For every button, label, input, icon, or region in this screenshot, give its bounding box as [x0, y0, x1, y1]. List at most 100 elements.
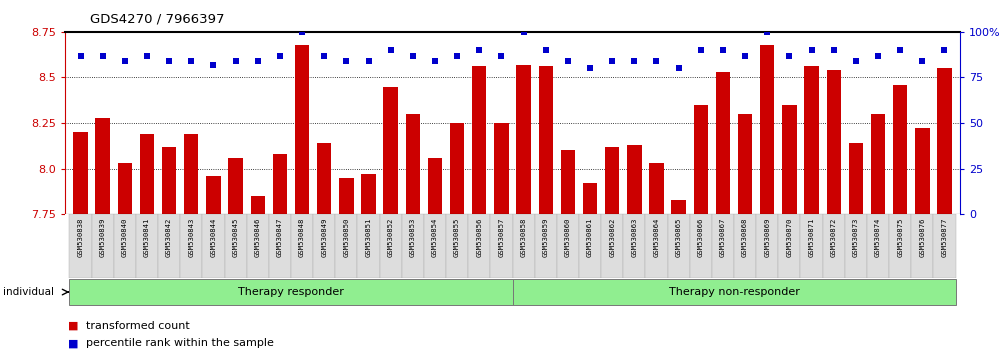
Text: GSM530852: GSM530852: [388, 217, 394, 257]
FancyBboxPatch shape: [535, 214, 557, 278]
Bar: [738, 114, 752, 214]
Bar: [694, 105, 708, 214]
Text: percentile rank within the sample: percentile rank within the sample: [86, 338, 274, 348]
Text: GSM530857: GSM530857: [498, 217, 504, 257]
Text: GSM530846: GSM530846: [255, 217, 261, 257]
FancyBboxPatch shape: [357, 214, 380, 278]
Bar: [871, 114, 885, 214]
Bar: [494, 123, 509, 214]
Point: [914, 58, 930, 64]
Point: [582, 65, 598, 71]
FancyBboxPatch shape: [778, 214, 800, 278]
FancyBboxPatch shape: [202, 214, 225, 278]
FancyBboxPatch shape: [247, 214, 269, 278]
FancyBboxPatch shape: [756, 214, 778, 278]
Text: GSM530840: GSM530840: [122, 217, 128, 257]
Text: GSM530866: GSM530866: [698, 217, 704, 257]
Point: [250, 58, 266, 64]
Bar: [206, 176, 221, 214]
Point: [361, 58, 377, 64]
FancyBboxPatch shape: [845, 214, 867, 278]
Text: GSM530877: GSM530877: [941, 217, 947, 257]
FancyBboxPatch shape: [69, 214, 92, 278]
Bar: [893, 85, 907, 214]
Bar: [561, 150, 575, 214]
Bar: [361, 174, 376, 214]
Bar: [428, 158, 442, 214]
Bar: [118, 163, 132, 214]
Point: [294, 29, 310, 35]
Text: GSM530862: GSM530862: [609, 217, 615, 257]
Bar: [295, 45, 309, 214]
Text: ■: ■: [68, 338, 78, 348]
Point: [870, 53, 886, 58]
Text: GDS4270 / 7966397: GDS4270 / 7966397: [90, 12, 224, 25]
FancyBboxPatch shape: [512, 214, 535, 278]
Bar: [782, 105, 797, 214]
Text: GSM530853: GSM530853: [410, 217, 416, 257]
FancyBboxPatch shape: [601, 214, 623, 278]
FancyBboxPatch shape: [645, 214, 668, 278]
Text: GSM530847: GSM530847: [277, 217, 283, 257]
Text: GSM530861: GSM530861: [587, 217, 593, 257]
Text: GSM530865: GSM530865: [676, 217, 682, 257]
Text: GSM530854: GSM530854: [432, 217, 438, 257]
Text: GSM530859: GSM530859: [543, 217, 549, 257]
Bar: [450, 123, 464, 214]
Bar: [162, 147, 176, 214]
Bar: [317, 143, 331, 214]
Bar: [406, 114, 420, 214]
Bar: [539, 67, 553, 214]
Point: [538, 47, 554, 53]
Point: [737, 53, 753, 58]
Point: [272, 53, 288, 58]
Bar: [605, 147, 619, 214]
Text: GSM530848: GSM530848: [299, 217, 305, 257]
FancyBboxPatch shape: [712, 214, 734, 278]
Point: [405, 53, 421, 58]
Text: GSM530869: GSM530869: [764, 217, 770, 257]
Point: [804, 47, 820, 53]
FancyBboxPatch shape: [468, 214, 490, 278]
Bar: [73, 132, 88, 214]
FancyBboxPatch shape: [380, 214, 402, 278]
Text: GSM530864: GSM530864: [653, 217, 659, 257]
Bar: [760, 45, 774, 214]
Bar: [649, 163, 664, 214]
FancyBboxPatch shape: [313, 214, 335, 278]
Bar: [804, 67, 819, 214]
FancyBboxPatch shape: [136, 214, 158, 278]
Point: [848, 58, 864, 64]
FancyBboxPatch shape: [734, 214, 756, 278]
Bar: [251, 196, 265, 214]
Point: [781, 53, 797, 58]
Bar: [849, 143, 863, 214]
Bar: [827, 70, 841, 214]
Text: GSM530873: GSM530873: [853, 217, 859, 257]
Point: [73, 53, 89, 58]
Point: [139, 53, 155, 58]
Bar: [228, 158, 243, 214]
Bar: [915, 129, 930, 214]
Point: [759, 29, 775, 35]
Text: GSM530843: GSM530843: [188, 217, 194, 257]
Text: GSM530872: GSM530872: [831, 217, 837, 257]
FancyBboxPatch shape: [557, 214, 579, 278]
Point: [604, 58, 620, 64]
Point: [826, 47, 842, 53]
Text: GSM530855: GSM530855: [454, 217, 460, 257]
Point: [316, 53, 332, 58]
Text: GSM530856: GSM530856: [476, 217, 482, 257]
FancyBboxPatch shape: [402, 214, 424, 278]
Bar: [671, 200, 686, 214]
FancyBboxPatch shape: [690, 214, 712, 278]
FancyBboxPatch shape: [889, 214, 911, 278]
FancyBboxPatch shape: [92, 214, 114, 278]
Text: GSM530870: GSM530870: [786, 217, 792, 257]
Bar: [95, 118, 110, 214]
Point: [449, 53, 465, 58]
Bar: [472, 67, 486, 214]
Bar: [716, 72, 730, 214]
Point: [648, 58, 664, 64]
Text: GSM530876: GSM530876: [919, 217, 925, 257]
